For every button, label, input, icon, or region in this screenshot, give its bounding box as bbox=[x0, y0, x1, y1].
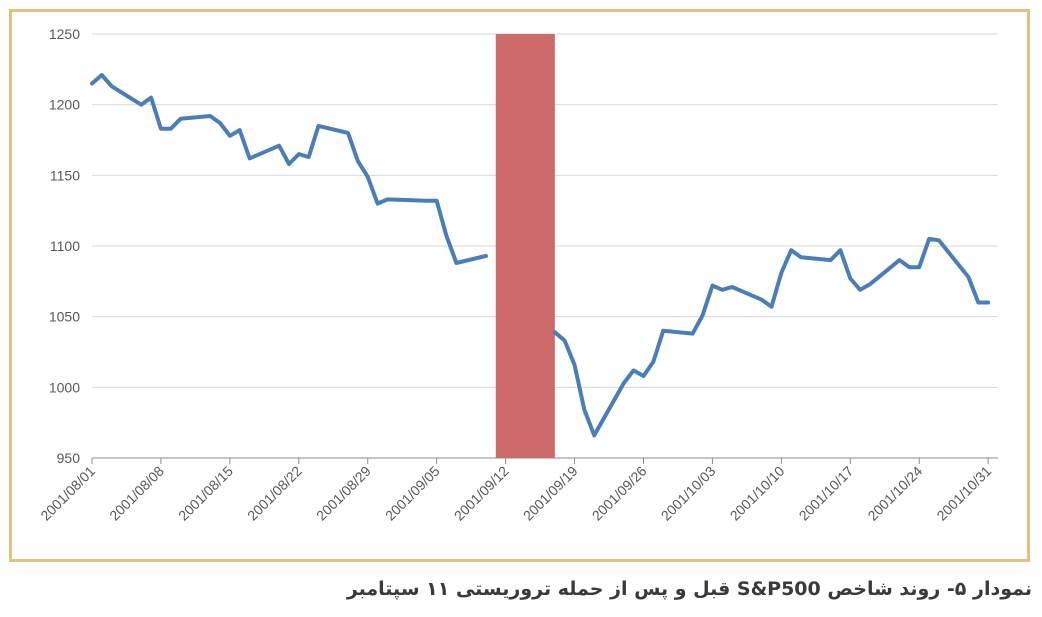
y-tick-label: 1100 bbox=[50, 238, 80, 254]
market-closure-band bbox=[495, 34, 555, 458]
x-tick-label: 2001/10/03 bbox=[658, 463, 719, 524]
chart-frame: 950 1000 1050 1100 1150 1200 1250 2001/08/01 200… bbox=[9, 9, 1030, 562]
y-tick-label: 1250 bbox=[49, 26, 80, 42]
x-tick-label: 2001/09/05 bbox=[382, 463, 443, 524]
x-tick-label: 2001/10/17 bbox=[796, 463, 857, 524]
x-tick-label: 2001/09/12 bbox=[451, 463, 512, 524]
sp500-series-line-2 bbox=[552, 236, 991, 438]
x-tick-label: 2001/09/26 bbox=[589, 463, 650, 524]
x-tick-label: 2001/09/19 bbox=[520, 463, 581, 524]
y-tick-label: 950 bbox=[57, 450, 81, 466]
x-tick-label: 2001/08/01 bbox=[37, 463, 98, 524]
chart-caption: نمودار ۵- روند شاخص S&P500 قبل و پس از ح… bbox=[346, 578, 1032, 600]
x-tick-label: 2001/08/29 bbox=[313, 463, 374, 524]
sp500-series-line-1 bbox=[90, 73, 488, 265]
x-tick-label: 2001/08/22 bbox=[244, 463, 305, 524]
x-tick-label: 2001/10/24 bbox=[864, 463, 925, 524]
y-tick-label: 1150 bbox=[50, 167, 80, 183]
x-tick-label: 2001/08/15 bbox=[175, 463, 236, 524]
y-tick-label: 1000 bbox=[49, 379, 80, 395]
x-tick-label: 2001/10/31 bbox=[933, 463, 994, 524]
y-tick-label: 1200 bbox=[49, 97, 80, 113]
y-tick-label: 1050 bbox=[49, 309, 80, 325]
x-tick-label: 2001/08/08 bbox=[106, 463, 167, 524]
x-tick-label: 2001/10/10 bbox=[727, 463, 788, 524]
